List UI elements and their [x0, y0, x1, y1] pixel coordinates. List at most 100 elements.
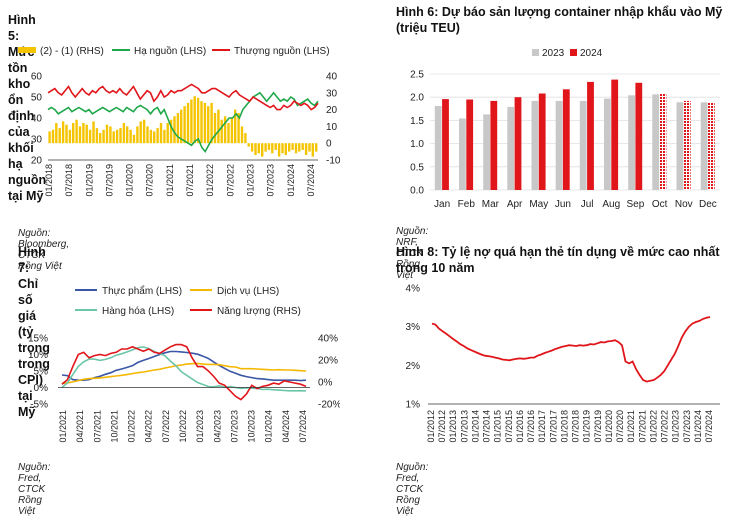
x-tick: 01/2014 [470, 410, 480, 443]
bar [176, 113, 180, 144]
x-tick: 01/2013 [448, 410, 458, 443]
bar [48, 131, 51, 144]
y-tick: 2% [406, 361, 421, 372]
bar-2023 [579, 100, 587, 190]
bar [247, 143, 250, 147]
bar [88, 129, 92, 144]
y-tick: 4% [406, 284, 421, 295]
bar-2024 [683, 100, 691, 190]
y-tick-left: 40 [31, 114, 43, 125]
legend-label: (2) - (1) (RHS) [40, 46, 104, 57]
bar [304, 143, 308, 155]
x-tick: 10/2021 [109, 410, 119, 443]
x-tick: 10/2022 [178, 410, 188, 443]
x-tick: 10/2023 [247, 410, 257, 443]
figure-7-source: Nguồn: Fred, CTCK Rồng Việt [18, 462, 51, 517]
series-line [47, 83, 319, 111]
x-tick: 07/2021 [185, 164, 195, 197]
bar-2023 [507, 106, 515, 190]
bar [196, 97, 200, 144]
x-tick: 01/2021 [165, 164, 175, 197]
y-tick-left: 20 [31, 156, 43, 167]
bar [217, 109, 220, 144]
bar-2024 [611, 79, 619, 190]
x-tick: 01/2018 [44, 164, 54, 197]
bar [173, 116, 176, 144]
bar-2024 [442, 99, 449, 190]
x-tick: 01/2023 [245, 164, 255, 197]
bar-2024 [538, 93, 546, 190]
bar [129, 129, 132, 144]
bar [261, 143, 264, 157]
x-tick: 04/2021 [75, 410, 85, 443]
y-tick-left: 30 [31, 135, 43, 146]
bar [102, 129, 105, 144]
y-tick-right: 10 [326, 122, 338, 133]
figure-8-chart: 1%2%3%4%01/2012 07/2012 01/2013 07/2013 01/2… [406, 284, 720, 443]
bar [291, 143, 294, 150]
bar [112, 131, 115, 144]
bar [55, 123, 58, 144]
y-tick: 2.0 [410, 93, 424, 104]
bar-2023 [676, 102, 684, 190]
x-tick: 07/2023 [266, 164, 276, 197]
figure-5-chart: (2) - (1) (RHS) Hạ nguồn (LHS) Thượng nguồ… [18, 45, 340, 197]
series-line [61, 343, 307, 401]
y-tick-left: 50 [31, 93, 43, 104]
x-tick: 01/2016 [515, 410, 525, 443]
bar [234, 109, 237, 144]
bar [311, 143, 314, 157]
x-tick: 07/2022 [660, 410, 670, 443]
bar [257, 143, 260, 154]
bar [298, 143, 301, 152]
legend-label: Hàng hóa (LHS) [102, 306, 174, 317]
bar [227, 123, 230, 144]
bar [267, 143, 271, 150]
x-tick: 07/2019 [104, 164, 114, 197]
x-tick: 07/2014 [482, 410, 492, 443]
x-tick: 04/2024 [281, 410, 291, 443]
y-tick: 3% [406, 322, 421, 333]
x-tick: 01/2012 [426, 410, 436, 443]
x-tick: 01/2023 [671, 410, 681, 443]
bar [294, 143, 298, 154]
bar [203, 102, 207, 144]
bar [301, 143, 304, 150]
bar [65, 124, 68, 144]
bar [153, 131, 156, 144]
bar [169, 119, 173, 144]
y-tick-left: 0% [34, 383, 49, 394]
y-tick-left: 10% [28, 350, 48, 361]
bar [72, 123, 75, 144]
legend-label: Hạ nguồn (LHS) [134, 45, 206, 57]
x-tick: Oct [652, 199, 668, 210]
bar [315, 143, 318, 152]
x-tick: 07/2021 [92, 410, 102, 443]
bar-2023 [555, 100, 563, 190]
x-tick: 07/2023 [682, 410, 692, 443]
bar-2024 [514, 97, 522, 190]
y-tick-right: -10 [326, 156, 340, 167]
bar [61, 121, 65, 144]
x-tick: 07/2024 [306, 164, 316, 197]
figure-8-source: Nguồn: Fred, CTCK Rồng Việt [396, 462, 429, 517]
x-tick: 01/2023 [195, 410, 205, 443]
bar [119, 128, 122, 144]
x-tick: 01/2021 [626, 410, 636, 443]
x-tick: Nov [675, 199, 693, 210]
bar [85, 124, 88, 144]
bar [264, 143, 267, 152]
bar [126, 126, 129, 144]
x-tick: 04/2023 [212, 410, 222, 443]
x-tick: 07/2012 [437, 410, 447, 443]
bar [183, 106, 186, 144]
bar-2024 [707, 102, 715, 190]
x-tick: Sep [627, 199, 645, 210]
bar-2023 [604, 98, 611, 190]
bar [190, 99, 193, 144]
x-tick: 01/2017 [537, 410, 547, 443]
x-tick: 07/2018 [571, 410, 581, 443]
bar [156, 128, 159, 144]
y-tick: 0.0 [410, 186, 424, 197]
y-tick-left: -5% [30, 400, 48, 411]
